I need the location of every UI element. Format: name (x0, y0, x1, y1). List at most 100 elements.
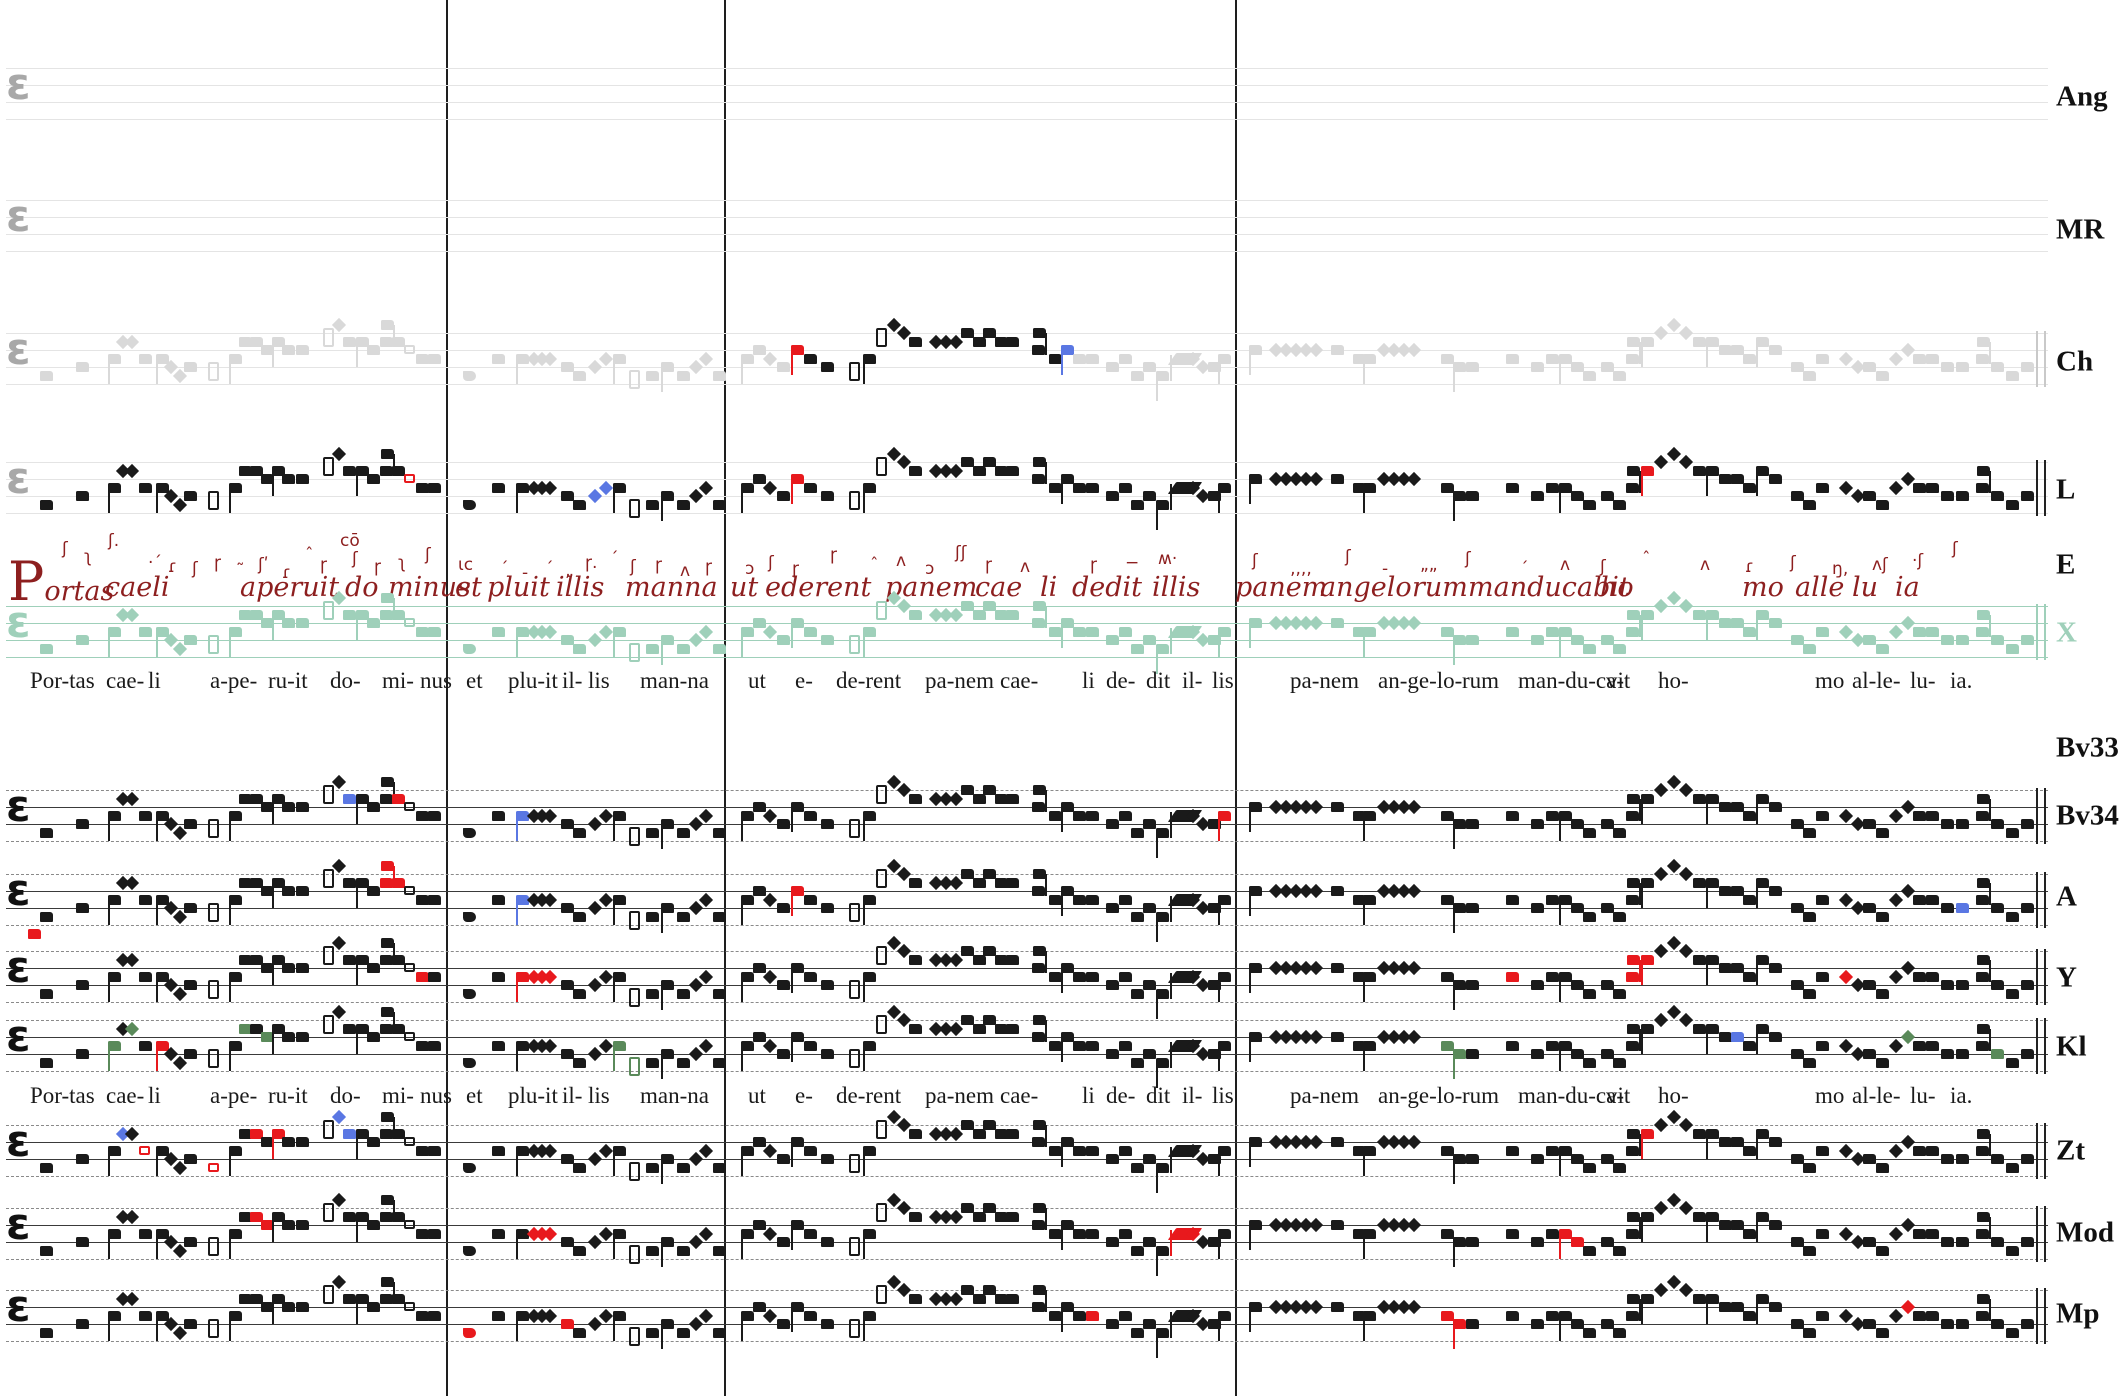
neume-note (516, 626, 529, 637)
neume-note (261, 345, 274, 355)
neume-note (1991, 491, 2004, 501)
note-stem (1706, 1136, 1708, 1159)
neume-note (1583, 1327, 1596, 1338)
note-stem (272, 1031, 274, 1054)
neume-mark: ɼ (830, 545, 837, 565)
neume-note (108, 1040, 121, 1051)
neume-note (542, 1143, 558, 1158)
neume-note (1218, 1040, 1231, 1051)
neume-note (1208, 1154, 1221, 1164)
neume-note (492, 810, 505, 821)
row-label-x: X (2056, 616, 2077, 649)
neume-note (1769, 1220, 1782, 1230)
neume-note (208, 490, 219, 510)
neume-note (1531, 1319, 1544, 1329)
neume-note (961, 1120, 974, 1130)
neume-note (688, 1316, 704, 1332)
neume-note (1453, 1237, 1466, 1247)
note-stem (356, 1301, 358, 1324)
staff-line (6, 1176, 2048, 1177)
neume-note (404, 1137, 415, 1146)
neume-note (1353, 626, 1366, 637)
neume-note (1626, 626, 1639, 637)
neume-note (1816, 626, 1829, 637)
lyric-syllable: li (148, 1083, 161, 1108)
staff-line (6, 1125, 2048, 1126)
neume-note (428, 482, 441, 493)
neume-note (1743, 626, 1756, 637)
staff-line (6, 496, 2048, 497)
note-stem (229, 490, 231, 513)
neume-note (1731, 802, 1744, 812)
neume-note (416, 1228, 429, 1239)
neume-note (661, 1154, 674, 1164)
neume-note (1006, 1023, 1019, 1034)
note-stem (1218, 979, 1220, 1002)
neume-note (1888, 969, 1904, 984)
neume-note (1331, 1137, 1344, 1147)
neume-note (1441, 1040, 1454, 1051)
neume-note (961, 328, 974, 338)
neume-note (1073, 1040, 1086, 1051)
neume-note (1706, 1211, 1719, 1222)
neume-note (1693, 609, 1706, 620)
note-stem (1641, 473, 1643, 496)
note-stem (1249, 482, 1251, 504)
neume-note (1353, 1228, 1366, 1239)
neume-note (791, 1220, 804, 1230)
neume-note (1731, 1302, 1744, 1312)
neume-note (1531, 819, 1544, 829)
neume-note (1991, 1237, 2004, 1247)
note-stem (516, 1236, 518, 1259)
neume-note (404, 1032, 415, 1041)
neume-note (1743, 1310, 1756, 1321)
neume-note (1913, 1145, 1926, 1156)
neume-note (863, 1310, 876, 1321)
note-stem (661, 1245, 663, 1267)
note-stem (1218, 1236, 1220, 1259)
neume-note (1706, 793, 1719, 804)
neume-note (1926, 353, 1939, 364)
neume-note (1546, 894, 1559, 905)
neume-note (973, 465, 986, 476)
neume-note (1627, 609, 1640, 620)
neume-note (1913, 1310, 1926, 1321)
neume-note (1693, 793, 1706, 804)
note-stem (1639, 614, 1641, 637)
neume-note (1032, 345, 1045, 355)
neume-note (1838, 480, 1854, 495)
neume-note (587, 900, 603, 916)
note-stem (1559, 634, 1561, 657)
neume-note (184, 1237, 197, 1247)
neume-note (909, 877, 922, 888)
neume-note (272, 1128, 285, 1139)
neume-note (587, 1316, 603, 1332)
note-stem (1706, 344, 1708, 367)
neume-note (1143, 635, 1156, 645)
neume-note (367, 1302, 380, 1312)
neume-note (1769, 1137, 1782, 1147)
neume-note (40, 988, 53, 999)
neume-note (983, 601, 996, 611)
note-stem (1559, 490, 1561, 513)
neume-note (983, 785, 996, 795)
neume-note (1838, 624, 1854, 639)
neume-note (1863, 491, 1876, 501)
neume-note (1626, 971, 1639, 982)
note-stem (1641, 801, 1643, 824)
neume-note (1926, 971, 1939, 982)
neume-note (1466, 980, 1479, 990)
neume-note (821, 362, 834, 372)
note-stem (661, 1057, 663, 1079)
neume-note (208, 1318, 219, 1338)
neume-note (1627, 1293, 1640, 1304)
note-stem (1045, 951, 1047, 973)
note-stem (1453, 988, 1455, 1010)
staff-row-ch: ɛ (6, 317, 2048, 401)
neume-note (629, 1162, 640, 1181)
staff-line (6, 1037, 2048, 1038)
neume-note (698, 808, 714, 823)
neume-note (2006, 1057, 2019, 1068)
note-stem (356, 344, 358, 367)
neume-note (1601, 819, 1614, 829)
